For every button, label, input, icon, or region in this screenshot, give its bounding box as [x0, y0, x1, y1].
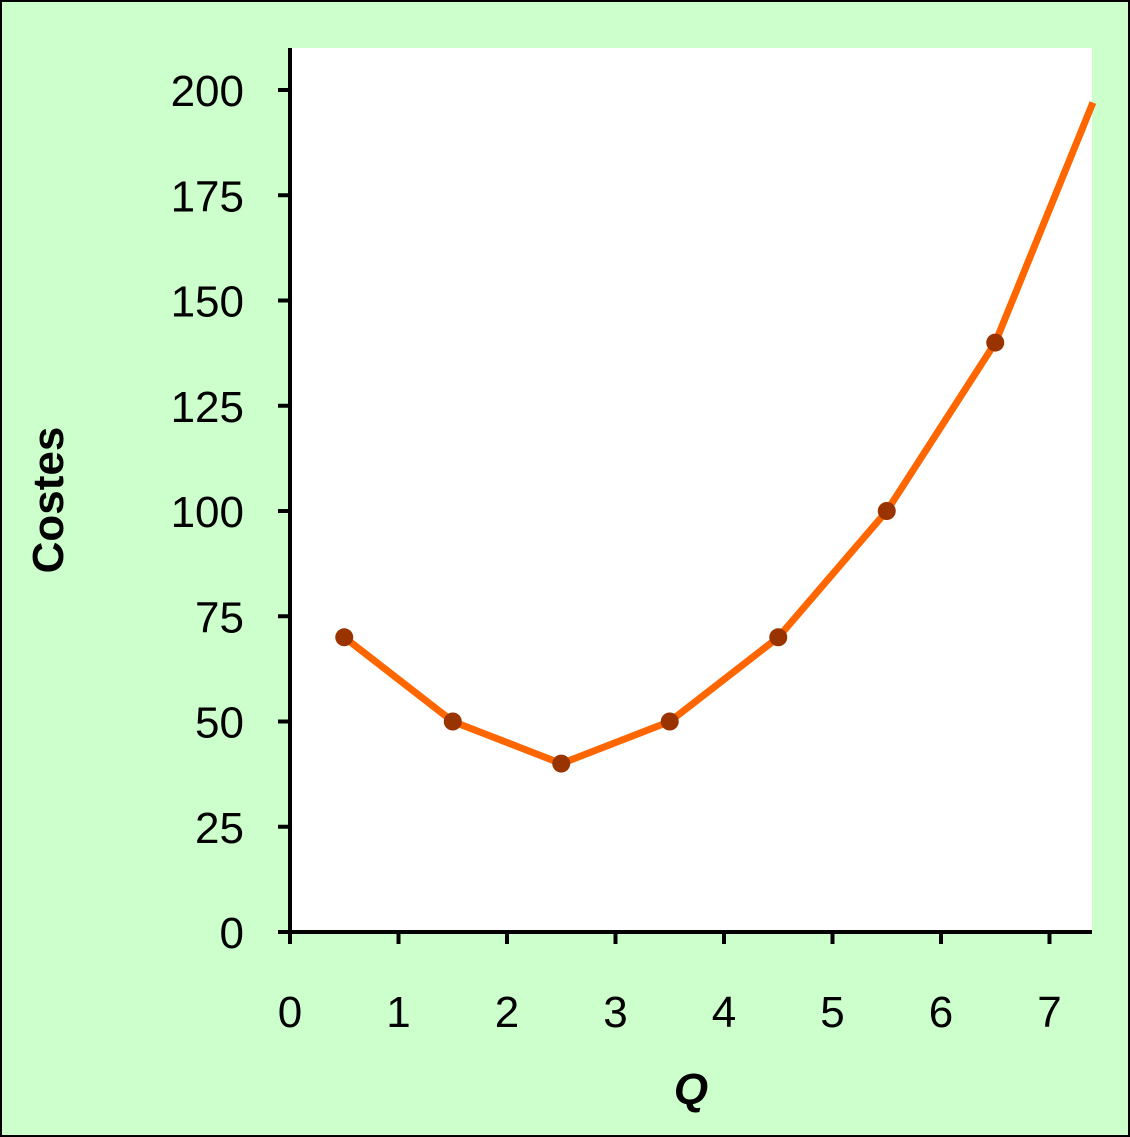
plot-area — [290, 48, 1092, 932]
y-axis-title: Costes — [24, 427, 73, 574]
cost-series-line — [342, 101, 1097, 768]
y-tick-label: 125 — [171, 383, 244, 432]
y-tick-label: 50 — [195, 699, 244, 748]
y-tick-label: 0 — [220, 909, 244, 958]
data-point-marker — [877, 502, 896, 520]
y-tick-label: 100 — [171, 488, 244, 537]
x-tick-label: 5 — [820, 988, 844, 1037]
y-tick-label: 175 — [171, 172, 244, 221]
x-tick-label: 6 — [929, 988, 953, 1037]
data-point-marker — [769, 628, 788, 647]
x-tick-label: 4 — [712, 988, 736, 1037]
x-tick-label: 2 — [495, 988, 519, 1037]
x-tick-label: 3 — [603, 988, 627, 1037]
y-tick-label: 200 — [171, 67, 244, 116]
data-point-marker — [986, 333, 1005, 352]
y-tick-label: 150 — [171, 278, 244, 327]
y-tick-label: 75 — [195, 593, 244, 642]
x-axis-title: Q — [674, 1065, 708, 1114]
x-tick-label: 7 — [1037, 988, 1061, 1037]
cost-series-markers — [335, 333, 1005, 773]
data-point-marker — [660, 712, 679, 731]
x-tick-label: 1 — [386, 988, 410, 1037]
x-tick-label: 0 — [278, 988, 302, 1037]
x-axis-ticks: 0 1 2 3 4 5 6 7 — [278, 932, 1062, 1037]
y-axis-ticks: 0 25 50 75 100 125 150 175 200 — [171, 67, 290, 958]
y-tick-label: 25 — [195, 804, 244, 853]
data-point-marker — [335, 628, 354, 647]
data-point-marker — [552, 754, 571, 773]
data-point-marker — [443, 712, 462, 731]
